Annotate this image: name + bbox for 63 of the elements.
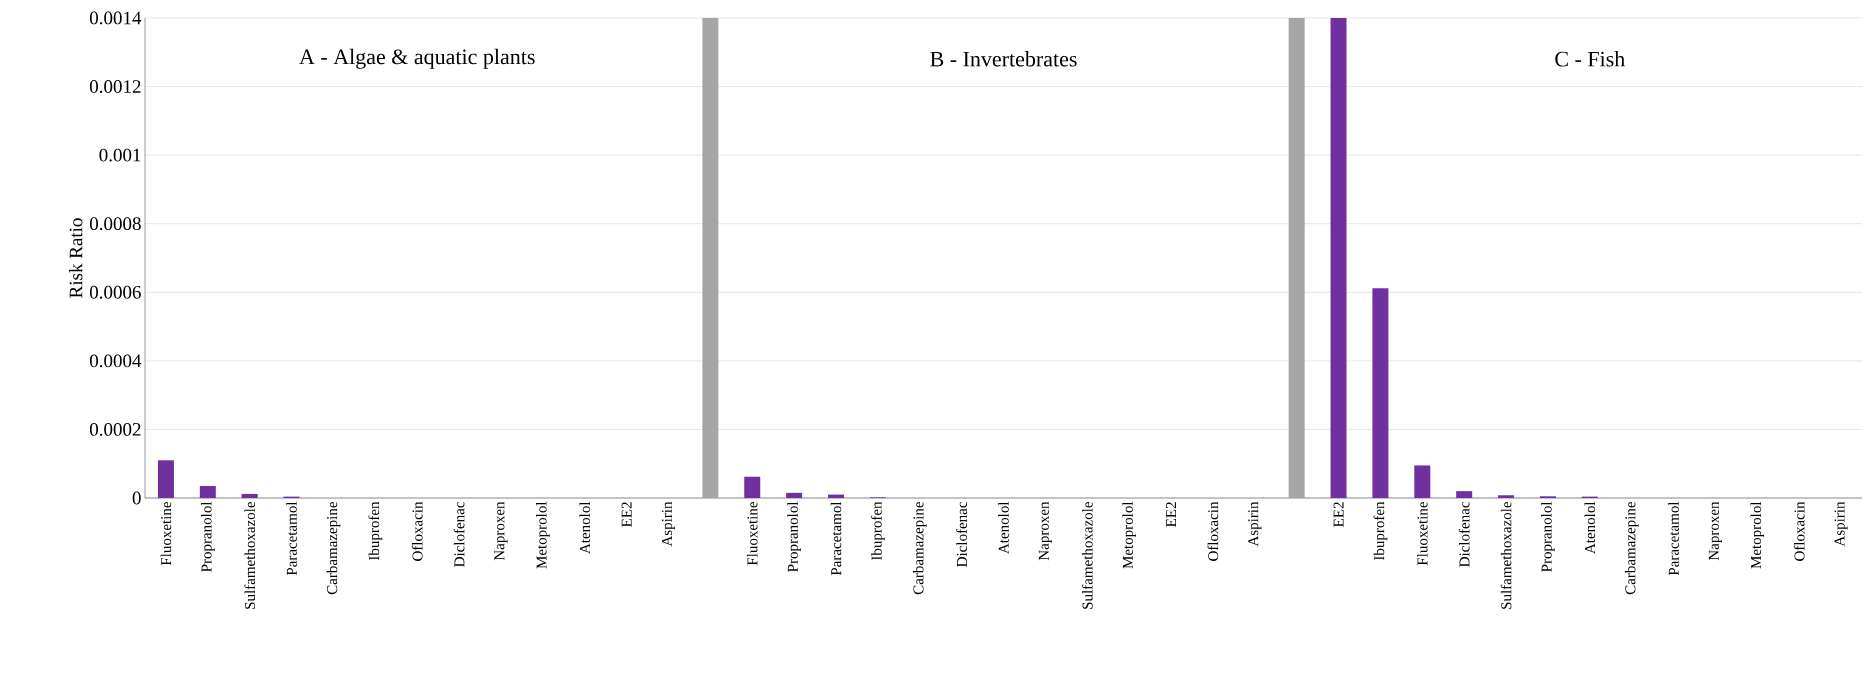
x-tick-label: Paracetamol (1668, 501, 1679, 576)
annotation: B - Invertebrates (930, 51, 1077, 67)
x-tick-label: EE2 (621, 502, 632, 527)
bar (786, 492, 803, 498)
x-tick-label: Sulfamethoxazole (244, 502, 256, 609)
x-tick-label: Paracetamol (830, 501, 842, 576)
x-tick-label: Aspirin (661, 501, 676, 547)
x-tick-label: Carbamazepine (912, 502, 927, 595)
bar (1288, 17, 1305, 498)
y-tick-label: 0.0014 (89, 11, 142, 25)
bar (1372, 288, 1389, 498)
y-tick-label: 0.0008 (89, 217, 141, 231)
x-tick-label: Propranolol (1541, 501, 1555, 572)
y-tick-label: 0.0002 (89, 422, 141, 436)
x-tick-label: Aspirin (1248, 501, 1262, 547)
x-tick-label: EE2 (1333, 502, 1344, 527)
x-tick-label: Naproxen (1708, 501, 1722, 561)
x-tick-label: Paracetamol (286, 501, 297, 576)
bar (1498, 495, 1515, 498)
x-tick-label: Sulfamethoxazole (1500, 502, 1512, 609)
bar (702, 17, 719, 498)
bar (1456, 491, 1473, 498)
x-tick-label: Fluoxetine (160, 502, 172, 566)
x-tick-label: Propranolol (787, 501, 801, 572)
x-tick-label: Diclofenac (453, 501, 465, 567)
bar (1330, 17, 1347, 498)
x-tick-label: Fluoxetine (746, 502, 758, 566)
x-tick-label: Metoprolol (1750, 501, 1765, 569)
x-tick-label: Ofloxacin (411, 501, 423, 561)
x-tick-label: Aspirin (1834, 501, 1848, 547)
annotation: A - Algae & aquatic plants (299, 48, 535, 69)
x-tick-label: Ofloxacin (1793, 501, 1805, 561)
y-tick-label: 0.0012 (89, 80, 141, 94)
bar (1414, 465, 1431, 498)
x-tick-label: Atenolol (579, 501, 590, 554)
y-tick-label: 0.001 (99, 148, 141, 162)
y-axis-title: Risk Ratio (69, 218, 83, 298)
bar (241, 493, 258, 498)
annotation: C - Fish (1555, 51, 1625, 67)
x-tick-label: Fluoxetine (1417, 502, 1428, 566)
x-tick-label: Ibuprofen (1373, 501, 1388, 561)
bar (744, 476, 761, 498)
x-tick-label: Atenolol (998, 501, 1009, 554)
x-tick-label: Metoprolol (1122, 501, 1136, 569)
x-tick-label: Carbamazepine (1624, 502, 1639, 595)
bar (157, 460, 174, 498)
y-tick-label: 0.0004 (89, 354, 142, 368)
x-tick-label: Naproxen (494, 501, 508, 561)
x-tick-label: Diclofenac (956, 501, 967, 567)
x-tick-label: Ibuprofen (368, 501, 383, 561)
bar (199, 486, 216, 498)
x-tick-label: Propranolol (201, 501, 215, 572)
x-tick-label: EE2 (1166, 502, 1176, 527)
x-tick-label: Sulfamethoxazole (1081, 502, 1093, 609)
y-tick-label: 0.0006 (89, 285, 141, 299)
y-tick-label: 0 (132, 491, 141, 505)
x-tick-label: Metoprolol (536, 501, 550, 569)
x-tick-label: Ibuprofen (871, 501, 885, 561)
x-tick-label: Atenolol (1584, 501, 1596, 554)
x-tick-label: Carbamazepine (326, 502, 341, 595)
x-tick-label: Naproxen (1038, 501, 1052, 561)
x-tick-label: Ofloxacin (1207, 501, 1219, 561)
x-tick-label: Diclofenac (1458, 501, 1470, 567)
